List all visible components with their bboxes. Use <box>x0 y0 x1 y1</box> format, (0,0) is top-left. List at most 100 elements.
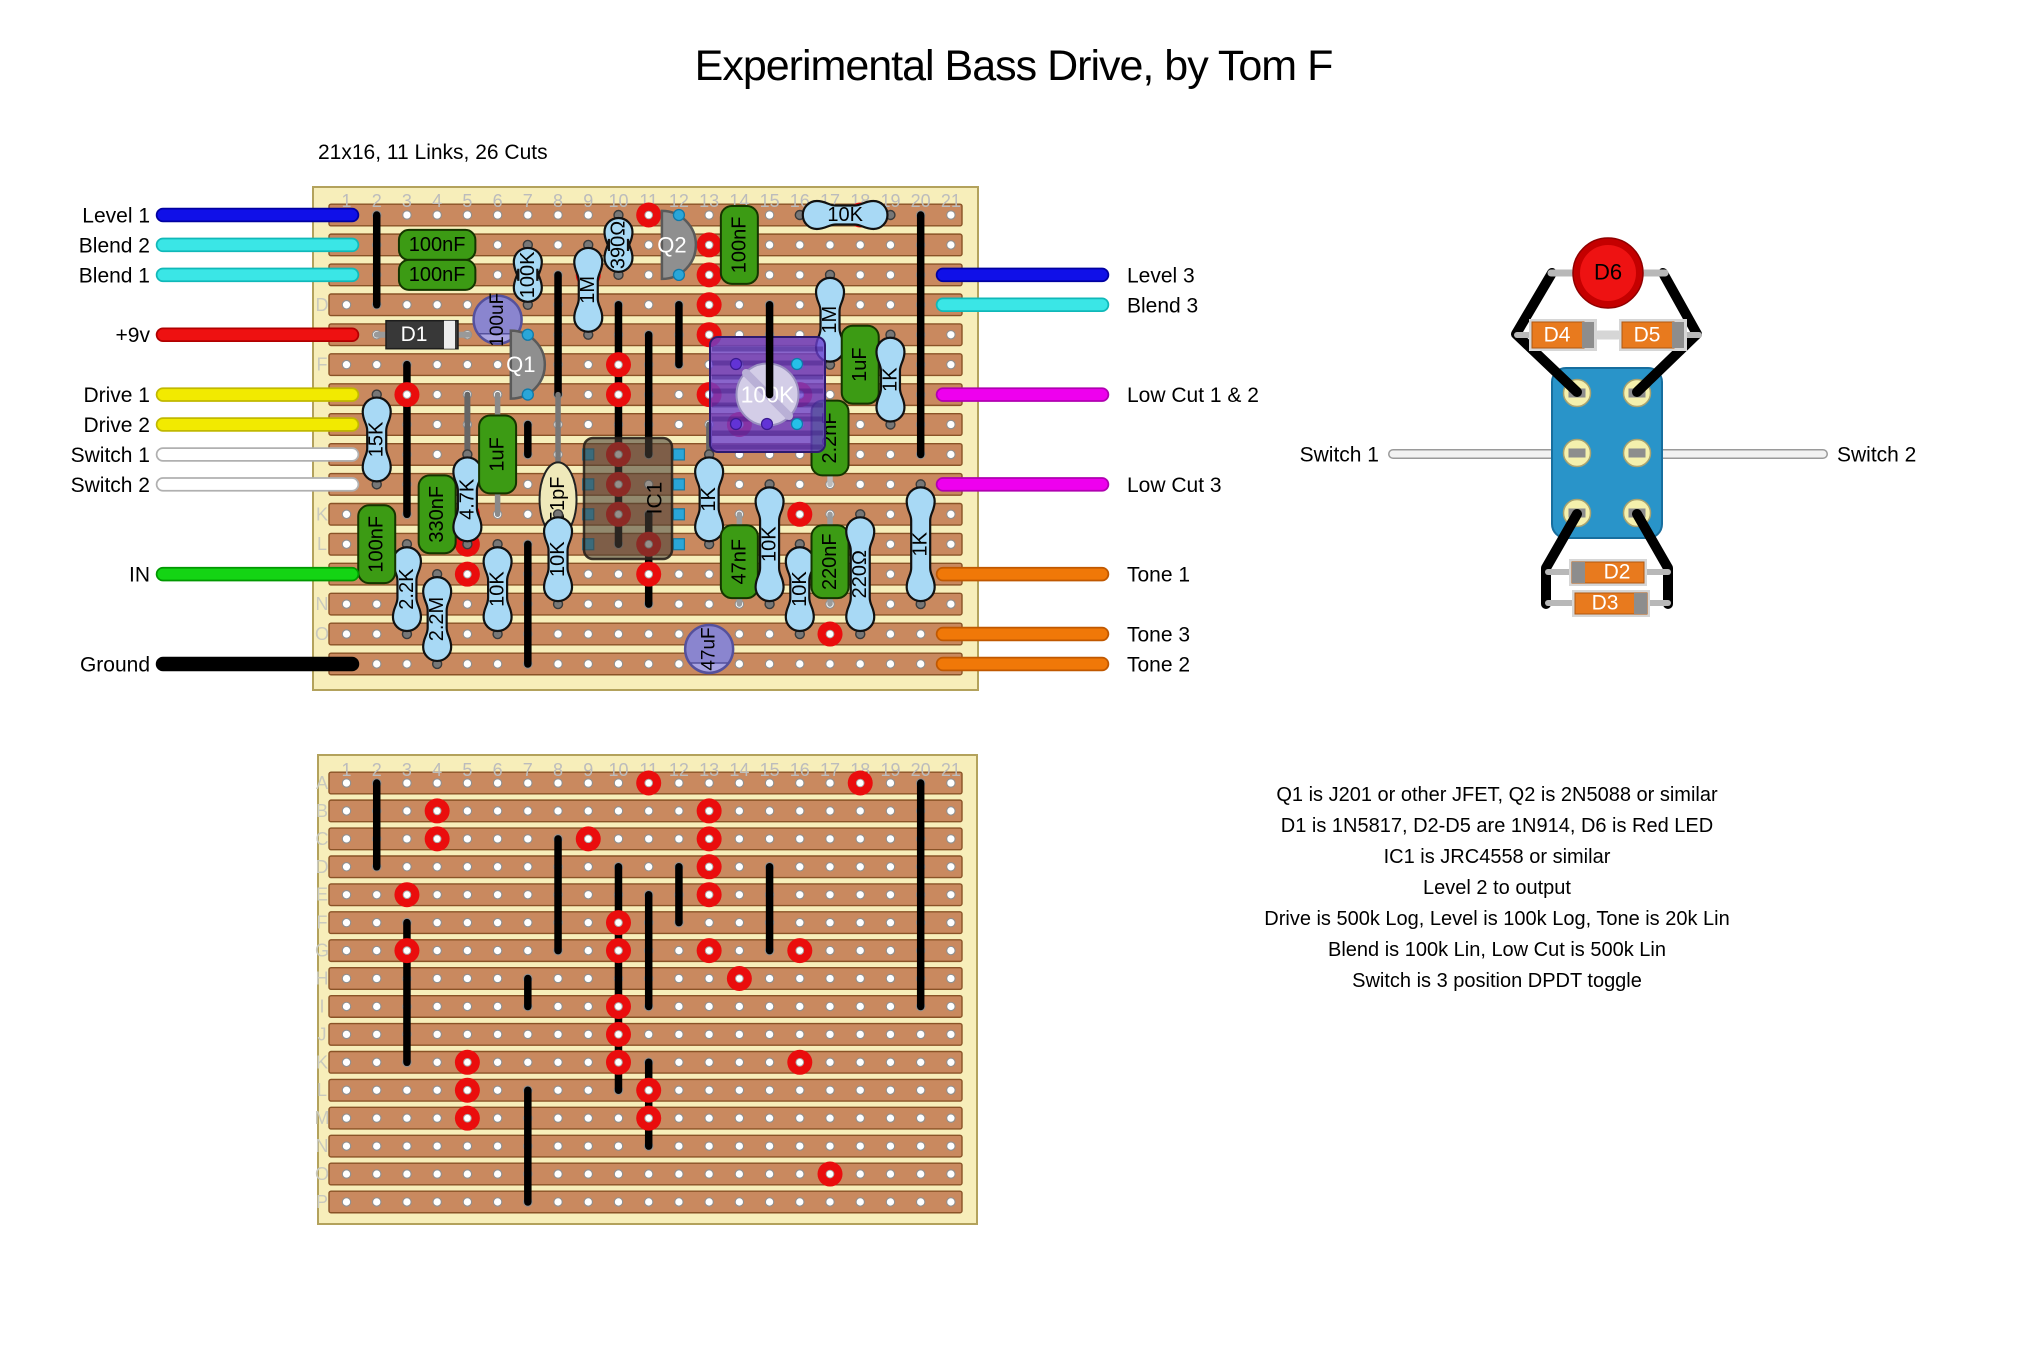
track-cut <box>636 202 662 228</box>
hole <box>523 509 533 520</box>
hole <box>704 973 714 984</box>
hole <box>674 806 684 816</box>
hole <box>855 449 865 460</box>
hole <box>855 1169 865 1179</box>
hole <box>583 973 594 984</box>
wire-label: Level 1 <box>82 205 150 228</box>
row-letter: D <box>316 857 329 877</box>
note-line: Level 2 to output <box>1423 877 1571 899</box>
hole <box>764 973 775 984</box>
hole <box>674 1197 684 1207</box>
resistor-value: 390Ω <box>607 221 629 269</box>
resistor-body <box>422 576 453 662</box>
resistor-body <box>573 246 604 333</box>
column-number: 5 <box>462 760 472 780</box>
hole <box>613 1169 624 1179</box>
hole <box>795 479 805 490</box>
switch1-label: Switch 1 <box>1300 444 1379 467</box>
column-number: 20 <box>911 191 931 211</box>
hole <box>432 449 442 460</box>
component-1K: 1K <box>905 479 936 610</box>
wire-low-cut-3: Low Cut 3 <box>935 474 1222 497</box>
hole <box>795 806 805 816</box>
transistor-pin <box>672 208 686 222</box>
hole <box>371 1085 382 1095</box>
column-number: 10 <box>608 191 628 211</box>
track-cut <box>605 1049 631 1075</box>
hole <box>341 1141 352 1151</box>
note-line: IC1 is JRC4558 or similar <box>1383 846 1611 868</box>
component-47uF: 47uF <box>683 623 735 675</box>
hole <box>795 1197 805 1207</box>
hole <box>795 1169 805 1179</box>
hole <box>371 1169 382 1179</box>
row-letter: M <box>315 1108 330 1128</box>
hole <box>674 569 684 579</box>
component-390Ω: 390Ω <box>603 209 634 281</box>
resistor-value: 1M <box>819 306 841 334</box>
resistor-body <box>542 516 574 603</box>
hole <box>855 1141 865 1151</box>
hole <box>946 1141 956 1151</box>
track-cut <box>605 382 631 408</box>
note-line: Blend is 100k Lin, Low Cut is 500k Lin <box>1328 939 1666 961</box>
hole <box>946 917 956 928</box>
hole <box>402 210 412 220</box>
ic-pad <box>672 478 686 491</box>
wire-label: IN <box>129 564 150 587</box>
hole <box>583 1001 594 1012</box>
hole <box>583 1169 594 1179</box>
track-cut <box>605 938 631 964</box>
hole <box>613 659 624 669</box>
hole <box>341 889 352 900</box>
component-IC1: IC1 <box>582 436 686 561</box>
track-cut <box>605 1021 631 1047</box>
wire-label: Low Cut 3 <box>1127 474 1222 497</box>
hole <box>734 629 745 639</box>
hole <box>885 1113 896 1123</box>
hole <box>492 659 503 669</box>
row-letter: B <box>316 801 328 821</box>
hole <box>462 862 473 872</box>
hole <box>371 1197 382 1207</box>
hole <box>855 806 865 816</box>
hole <box>462 629 473 639</box>
hole <box>553 240 563 250</box>
hole <box>583 806 594 816</box>
hole <box>764 1169 775 1179</box>
resistor-body <box>875 336 906 423</box>
component-Q2: Q2 <box>657 208 698 282</box>
hole <box>674 945 684 956</box>
hole <box>885 945 896 956</box>
hole <box>855 945 865 956</box>
hole <box>674 1113 684 1123</box>
hole <box>553 778 563 788</box>
row-letter: F <box>317 355 328 375</box>
hole <box>764 270 775 280</box>
hole <box>734 300 745 310</box>
note-line: Q1 is J201 or other JFET, Q2 is 2N5088 o… <box>1276 784 1718 806</box>
hole <box>462 599 473 609</box>
hole <box>523 945 533 956</box>
hole <box>704 1057 714 1068</box>
column-number: 17 <box>820 760 840 780</box>
hole <box>402 862 412 872</box>
hole <box>855 240 865 250</box>
hole <box>855 1029 865 1040</box>
hole <box>915 1169 926 1179</box>
hole <box>462 359 473 370</box>
hole <box>371 1001 382 1012</box>
resistor-body <box>361 396 392 483</box>
wire-label: +9v <box>116 324 151 347</box>
hole <box>523 834 533 844</box>
board-wires: Level 1 Blend 2 Blend 1 +9v Drive 1 Drive 2 Sw… <box>71 205 1259 677</box>
row-letter: O <box>315 624 329 644</box>
ic-pad <box>672 448 686 461</box>
track-cut <box>726 966 752 992</box>
hole <box>885 599 896 609</box>
hole <box>553 1085 563 1095</box>
hole <box>492 210 503 220</box>
hole <box>946 1057 956 1068</box>
hole <box>492 945 503 956</box>
